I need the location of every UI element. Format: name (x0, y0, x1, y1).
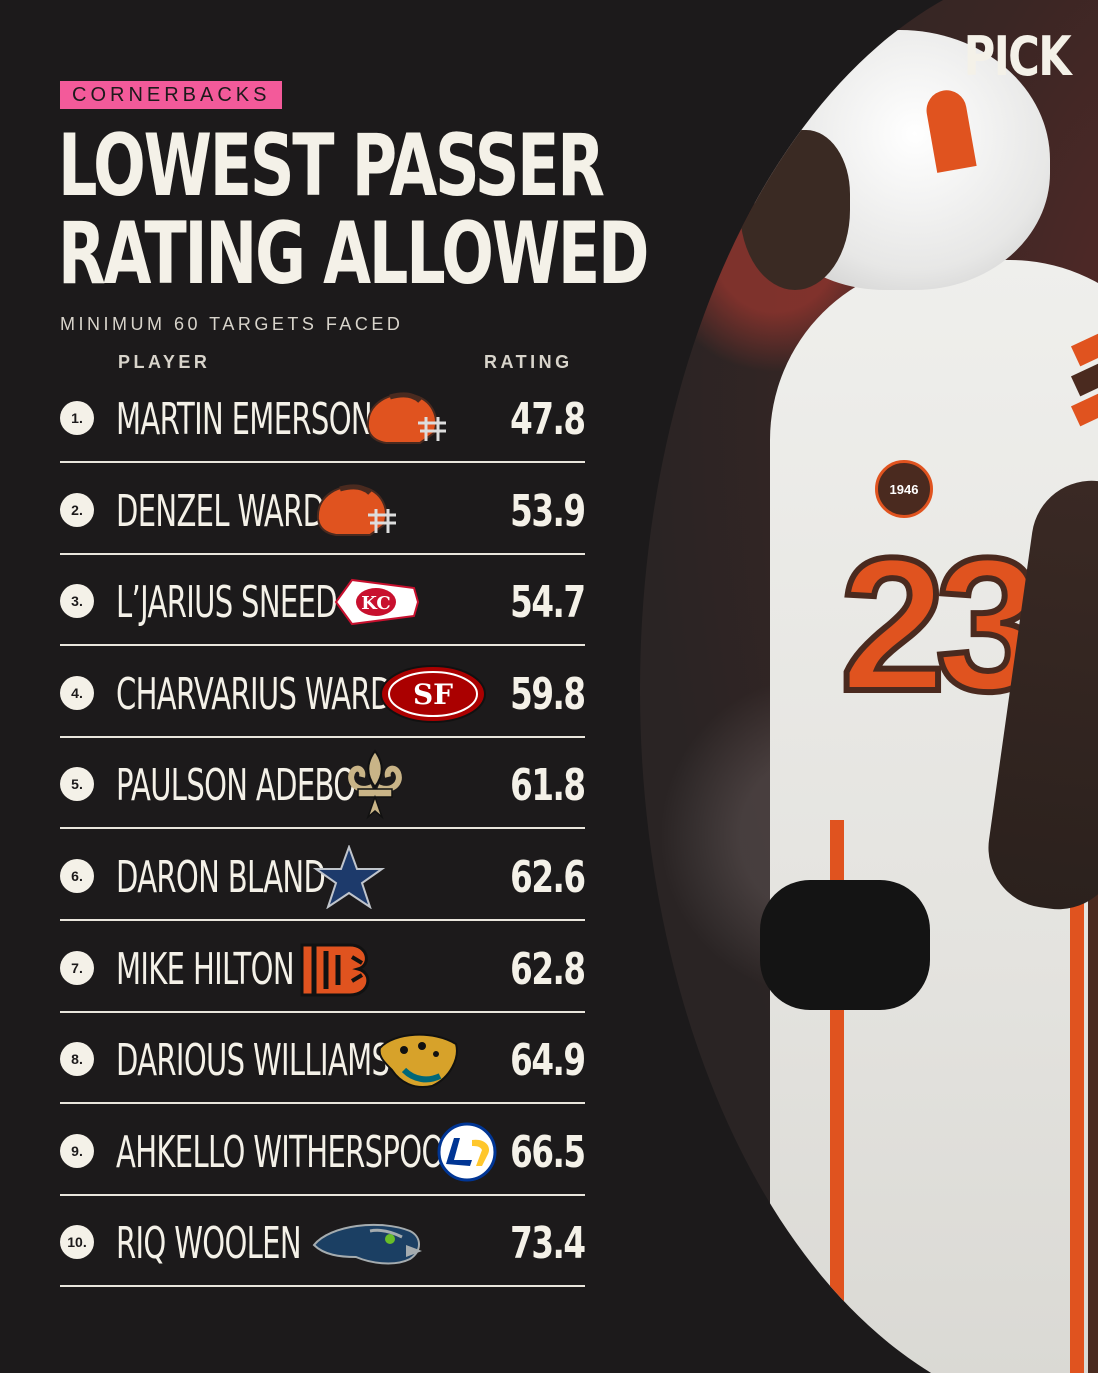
bengals-b-icon (300, 943, 370, 997)
browns-helmet-icon (316, 484, 396, 536)
rank-badge: 1. (60, 401, 94, 435)
player-name: MIKE HILTON (116, 943, 295, 995)
ranking-list: 1. MARTIN EMERSON 47.8 2. DENZEL WARD 53… (60, 373, 587, 1289)
cowboys-star-icon (312, 844, 386, 909)
ranking-row: 8. DARIOUS WILLIAMS 64.9 (60, 1014, 587, 1105)
ranking-row: 6. DARON BLAND 62.6 (60, 831, 587, 921)
svg-text:KC: KC (361, 593, 391, 614)
anniversary-patch: 1946 (875, 460, 933, 518)
passer-rating: 47.8 (510, 394, 587, 445)
ranking-row: 2. DENZEL WARD 53.9 (60, 465, 587, 555)
brand-logo: PICK (963, 25, 1071, 88)
player-name: DENZEL WARD (116, 485, 325, 537)
ranking-row: 4. CHARVARIUS WARD SF 59.8 (60, 648, 587, 738)
category-tag: CORNERBACKS (60, 81, 283, 109)
passer-rating: 62.6 (510, 851, 587, 903)
glove (760, 880, 930, 1010)
ranking-row: 1. MARTIN EMERSON 47.8 (60, 373, 587, 463)
passer-rating: 53.9 (510, 485, 587, 537)
ranking-row: 3. L’JARIUS SNEED KC 54.7 (60, 556, 587, 647)
rank-badge: 3. (60, 584, 94, 619)
rank-badge: 6. (60, 858, 94, 893)
subtitle: MINIMUM 60 TARGETS FACED (60, 314, 404, 334)
title-line-1: LOWEST PASSER (58, 116, 605, 216)
passer-rating: 61.8 (510, 760, 587, 812)
ranking-row: 10. RIQ WOOLEN 73.4 (60, 1197, 587, 1288)
player-face (740, 130, 850, 290)
svg-text:SF: SF (413, 678, 453, 711)
browns-helmet-icon (366, 392, 446, 444)
seahawks-head-icon (312, 1224, 422, 1265)
passer-rating: 64.9 (510, 1035, 587, 1087)
rank-badge: 5. (60, 767, 94, 802)
column-header-player: PLAYER (118, 352, 211, 372)
ranking-row: 7. MIKE HILTON 62.8 (60, 923, 587, 1013)
rams-la-icon (437, 1122, 497, 1182)
player-name: RIQ WOOLEN (116, 1218, 302, 1270)
player-name: PAULSON ADEBO (116, 760, 356, 812)
49ers-oval-icon: SF (380, 664, 486, 723)
page-title: LOWEST PASSER RATING ALLOWED (58, 122, 649, 298)
rank-badge: 2. (60, 492, 94, 527)
ranking-row: 5. PAULSON ADEBO 61.8 (60, 739, 587, 830)
rank-badge: 9. (60, 1133, 94, 1168)
passer-rating: 59.8 (510, 668, 587, 720)
player-name: CHARVARIUS WARD (116, 668, 392, 720)
player-name: AHKELLO WITHERSPOON (116, 1126, 465, 1178)
player-name: MARTIN EMERSON (116, 394, 373, 445)
jaguars-head-icon (378, 1033, 458, 1089)
passer-rating: 66.5 (510, 1126, 587, 1178)
player-name: DARIOUS WILLIAMS (116, 1035, 390, 1087)
rank-badge: 10. (60, 1225, 94, 1260)
title-line-2: RATING ALLOWED (58, 204, 649, 304)
ranking-row: 9. AHKELLO WITHERSPOON 66.5 (60, 1106, 587, 1196)
passer-rating: 62.8 (510, 943, 587, 995)
rank-badge: 7. (60, 950, 94, 985)
player-name: DARON BLAND (116, 851, 326, 903)
chiefs-arrowhead-icon: KC (334, 579, 420, 626)
player-photo: 1946 23 (640, 0, 1098, 1373)
rank-badge: 4. (60, 675, 94, 710)
player-name: L’JARIUS SNEED (116, 577, 338, 629)
rank-badge: 8. (60, 1042, 94, 1077)
passer-rating: 73.4 (510, 1218, 587, 1270)
passer-rating: 54.7 (510, 577, 587, 629)
saints-fleur-de-lis-icon (348, 749, 402, 820)
column-header-rating: RATING (484, 352, 573, 372)
